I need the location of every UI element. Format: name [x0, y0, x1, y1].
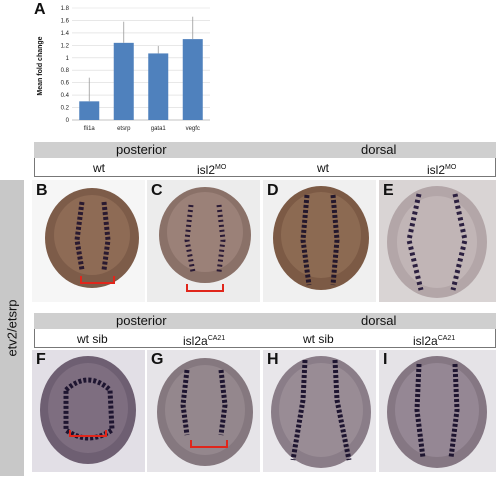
panel-label-e: E [383, 182, 394, 199]
row2-cond-3: wt sib [303, 332, 334, 346]
y-tick-label: 1 [66, 56, 70, 62]
row2-view-posterior: posterior [116, 313, 167, 328]
side-label: etv2/etsrp [0, 180, 24, 476]
bar [182, 39, 203, 120]
red-bracket [190, 440, 228, 448]
red-bracket [69, 430, 107, 437]
fold-change-bar-chart: 0 0.2 0.4 0.6 0.8 1 1.2 1.4 1.6 1.8 fli1a etsrp gat… [37, 6, 210, 132]
panel-label-c: C [151, 182, 163, 199]
chart-y-axis-label: Mean fold change [37, 36, 44, 95]
chart-bars [79, 39, 203, 120]
panel-h-image [263, 350, 376, 472]
row1-view-posterior: posterior [116, 142, 167, 157]
y-tick-label: 0.4 [61, 93, 70, 99]
row1-cond-4: isl2MO [427, 163, 457, 177]
bar [113, 42, 134, 120]
y-tick-label: 0 [66, 118, 70, 124]
x-tick-label: gata1 [151, 126, 167, 132]
panel-b-image [32, 180, 145, 302]
panel-c-image [147, 180, 260, 302]
chart-error-bars [88, 16, 194, 102]
panel-f-image [32, 350, 145, 472]
row2-cond-4: isl2aCA21 [413, 334, 456, 348]
y-tick-label: 1.8 [61, 6, 70, 12]
chart-y-ticks: 0 0.2 0.4 0.6 0.8 1 1.2 1.4 1.6 1.8 [61, 6, 70, 124]
row2-view-header: posterior dorsal [34, 313, 496, 329]
y-tick-label: 0.8 [61, 68, 70, 74]
panel-label-h: H [267, 351, 279, 368]
y-tick-label: 0.2 [61, 106, 70, 112]
panel-label-i: I [383, 351, 388, 368]
row1-view-header: posterior dorsal [34, 142, 496, 158]
panel-d-image [263, 180, 376, 302]
y-tick-label: 0.6 [61, 81, 70, 87]
chart-x-ticks: fli1a etsrp gata1 vegfc [84, 126, 200, 132]
x-tick-label: fli1a [84, 126, 96, 132]
y-tick-label: 1.2 [61, 43, 70, 49]
row2-condition-header: wt sib isl2aCA21 wt sib isl2aCA21 [34, 329, 496, 348]
red-bracket [186, 284, 224, 292]
panel-label-g: G [151, 351, 164, 368]
panel-label-f: F [36, 351, 46, 368]
y-tick-label: 1.4 [61, 31, 70, 37]
panel-e-image [379, 180, 496, 302]
row1-cond-3: wt [317, 161, 329, 175]
bar [148, 53, 169, 120]
x-tick-label: etsrp [117, 126, 131, 132]
red-bracket [80, 276, 115, 284]
row2-view-dorsal: dorsal [361, 313, 397, 328]
x-tick-label: vegfc [186, 126, 200, 132]
y-tick-label: 1.6 [61, 18, 70, 24]
panel-g-image [147, 350, 260, 472]
row1-condition-header: wt isl2MO wt isl2MO [34, 158, 496, 177]
row2-cond-1: wt sib [77, 332, 108, 346]
bar [79, 101, 100, 120]
panel-label-d: D [267, 182, 279, 199]
panel-label-b: B [36, 182, 48, 199]
row1-view-dorsal: dorsal [361, 142, 397, 157]
row1-cond-1: wt [93, 161, 105, 175]
panel-label-a: A [34, 1, 46, 18]
panel-i-image [379, 350, 496, 472]
row1-cond-2: isl2MO [197, 163, 227, 177]
row2-cond-2: isl2aCA21 [183, 334, 226, 348]
